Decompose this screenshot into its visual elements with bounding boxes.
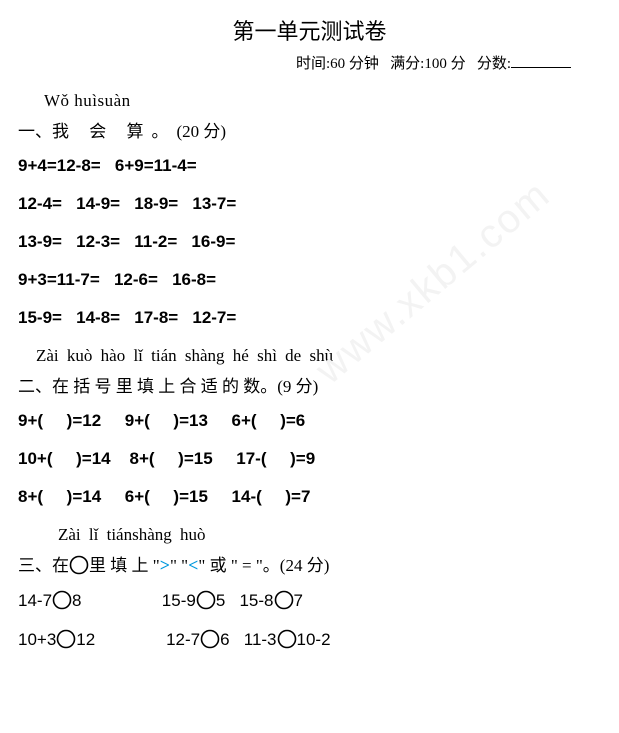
s3r2c: 12-7	[166, 630, 200, 649]
fullscore-label: 满分:	[390, 56, 424, 72]
s3r2f: 10-2	[297, 630, 331, 649]
paper-meta: 时间:60 分钟 满分:100 分 分数:	[18, 52, 601, 73]
s2-row2: 10+( )=14 8+( )=15 17-( )=9	[18, 449, 601, 469]
test-paper-page: www.xkb1.com 第一单元测试卷 时间:60 分钟 满分:100 分 分…	[0, 0, 619, 733]
s2-row3: 8+( )=14 6+( )=15 14-( )=7	[18, 487, 601, 507]
circle-icon	[274, 590, 294, 610]
section2-score: (9 分)	[277, 377, 318, 396]
less-than-icon: <	[188, 555, 198, 575]
s1-row5: 15-9= 14-8= 17-8= 12-7=	[18, 308, 601, 328]
circle-icon	[200, 629, 220, 649]
s3-row2: 10+3 12 12-7 6 11-3 10-2	[18, 629, 601, 650]
s3r1a: 14-7	[18, 591, 52, 610]
fullscore-value: 100 分	[424, 56, 465, 72]
s1-row1: 9+4=12-8= 6+9=11-4=	[18, 156, 601, 176]
s1-row2: 12-4= 14-9= 18-9= 13-7=	[18, 194, 601, 214]
section3-score: (24 分)	[280, 556, 330, 575]
section2-heading: 二、在 括 号 里 填 上 合 适 的 数。(9 分)	[18, 372, 601, 397]
paper-title: 第一单元测试卷	[18, 14, 601, 46]
s1-row4: 9+3=11-7= 12-6= 16-8=	[18, 270, 601, 290]
section3-pinyin: Zài lǐ tiánshàng huò	[58, 525, 601, 545]
section1-index: 一、	[18, 122, 52, 141]
s3r2a: 10+3	[18, 630, 56, 649]
circle-icon	[277, 629, 297, 649]
s3r2b: 12	[76, 630, 95, 649]
circle-icon	[52, 590, 72, 610]
section2-index: 二、	[18, 377, 52, 396]
s3r1c: 15-9	[162, 591, 196, 610]
section1-score: (20 分)	[177, 122, 227, 141]
s2-row1: 9+( )=12 9+( )=13 6+( )=6	[18, 411, 601, 431]
score-label: 分数:	[477, 56, 511, 72]
section3-mid2: " "	[170, 556, 188, 575]
s3r1f: 7	[294, 591, 303, 610]
section1-heading: 一、我 会 算。(20 分)	[18, 117, 601, 142]
circle-icon	[196, 590, 216, 610]
section2-pinyin: Zài kuò hào lǐ tián shàng hé shì de shù	[36, 346, 601, 366]
section2-text: 在 括 号 里 填 上 合 适 的 数。	[52, 377, 277, 396]
section3-mid1: 里 填 上 "	[89, 556, 160, 575]
s3-row1: 14-7 8 15-9 5 15-8 7	[18, 590, 601, 611]
section1-text: 我 会 算。	[52, 122, 177, 141]
s3r1d: 5	[216, 591, 225, 610]
section3-heading: 三、在 里 填 上 ">" "<" 或 " = "。(24 分)	[18, 551, 601, 576]
section1-pinyin: Wǒ huìsuàn	[44, 91, 601, 111]
score-blank[interactable]	[511, 52, 571, 68]
s3r1e: 15-8	[239, 591, 273, 610]
time-value: 60 分钟	[330, 56, 379, 72]
s3r2d: 6	[220, 630, 229, 649]
s3r2e: 11-3	[244, 630, 277, 649]
section3-mid3: " 或 " = "。	[198, 556, 279, 575]
time-label: 时间:	[296, 56, 330, 72]
s1-row3: 13-9= 12-3= 11-2= 16-9=	[18, 232, 601, 252]
greater-than-icon: >	[160, 555, 170, 575]
circle-icon	[69, 555, 89, 575]
s3r1b: 8	[72, 591, 81, 610]
circle-icon	[56, 629, 76, 649]
section3-pre: 三、在	[18, 556, 69, 575]
